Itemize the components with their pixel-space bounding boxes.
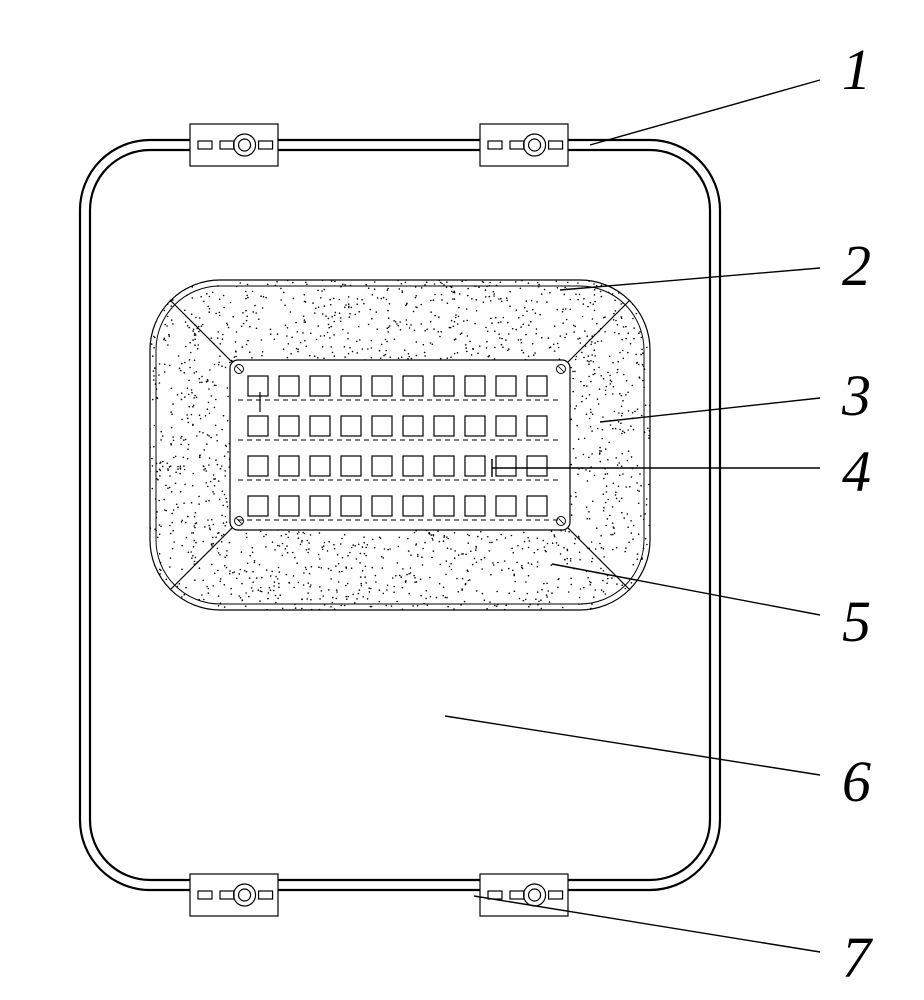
callout-label-3: 3 [842, 362, 871, 429]
led-chip [434, 456, 454, 476]
led-chip [310, 456, 330, 476]
led-chip [310, 496, 330, 516]
led-chip [372, 456, 392, 476]
led-chip [372, 496, 392, 516]
leader-line [445, 716, 820, 775]
led-chip [248, 456, 268, 476]
leader-line [560, 268, 820, 290]
led-chip [403, 376, 423, 396]
callout-label-7: 7 [842, 924, 871, 991]
led-chip [403, 496, 423, 516]
led-chip [496, 496, 516, 516]
led-chip [310, 416, 330, 436]
callout-label-6: 6 [842, 748, 871, 815]
led-chip [279, 416, 299, 436]
led-chip [465, 376, 485, 396]
led-chip [341, 456, 361, 476]
led-chip [496, 416, 516, 436]
led-chip [341, 376, 361, 396]
callout-label-1: 1 [842, 36, 871, 103]
reflector-corner-line [170, 300, 232, 362]
leader-line [552, 564, 820, 615]
led-chip [465, 496, 485, 516]
led-chip [372, 376, 392, 396]
reflector-corner-line [568, 528, 630, 590]
leader-line [474, 896, 820, 952]
led-chip [527, 416, 547, 436]
led-chip [279, 496, 299, 516]
diagram-svg [0, 0, 924, 1000]
led-chip [372, 416, 392, 436]
led-chip [527, 456, 547, 476]
led-chip [403, 456, 423, 476]
led-chip [403, 416, 423, 436]
led-chip [465, 456, 485, 476]
led-chip [434, 376, 454, 396]
led-chip [248, 496, 268, 516]
led-chip [465, 416, 485, 436]
led-chip [248, 376, 268, 396]
callout-label-2: 2 [842, 232, 871, 299]
led-chip [527, 376, 547, 396]
led-chip [341, 416, 361, 436]
led-chip [279, 456, 299, 476]
callout-label-5: 5 [842, 588, 871, 655]
callout-label-4: 4 [842, 438, 871, 505]
led-chip [496, 376, 516, 396]
reflector-corner-line [170, 528, 232, 590]
led-chip [434, 416, 454, 436]
led-chip [279, 376, 299, 396]
led-chip [434, 496, 454, 516]
leader-line [590, 80, 820, 145]
led-chip [310, 376, 330, 396]
led-chip [341, 496, 361, 516]
diagram-stage: 1 2 3 4 5 6 7 [0, 0, 924, 1000]
led-chip [527, 496, 547, 516]
led-chip [496, 456, 516, 476]
led-chip [248, 416, 268, 436]
